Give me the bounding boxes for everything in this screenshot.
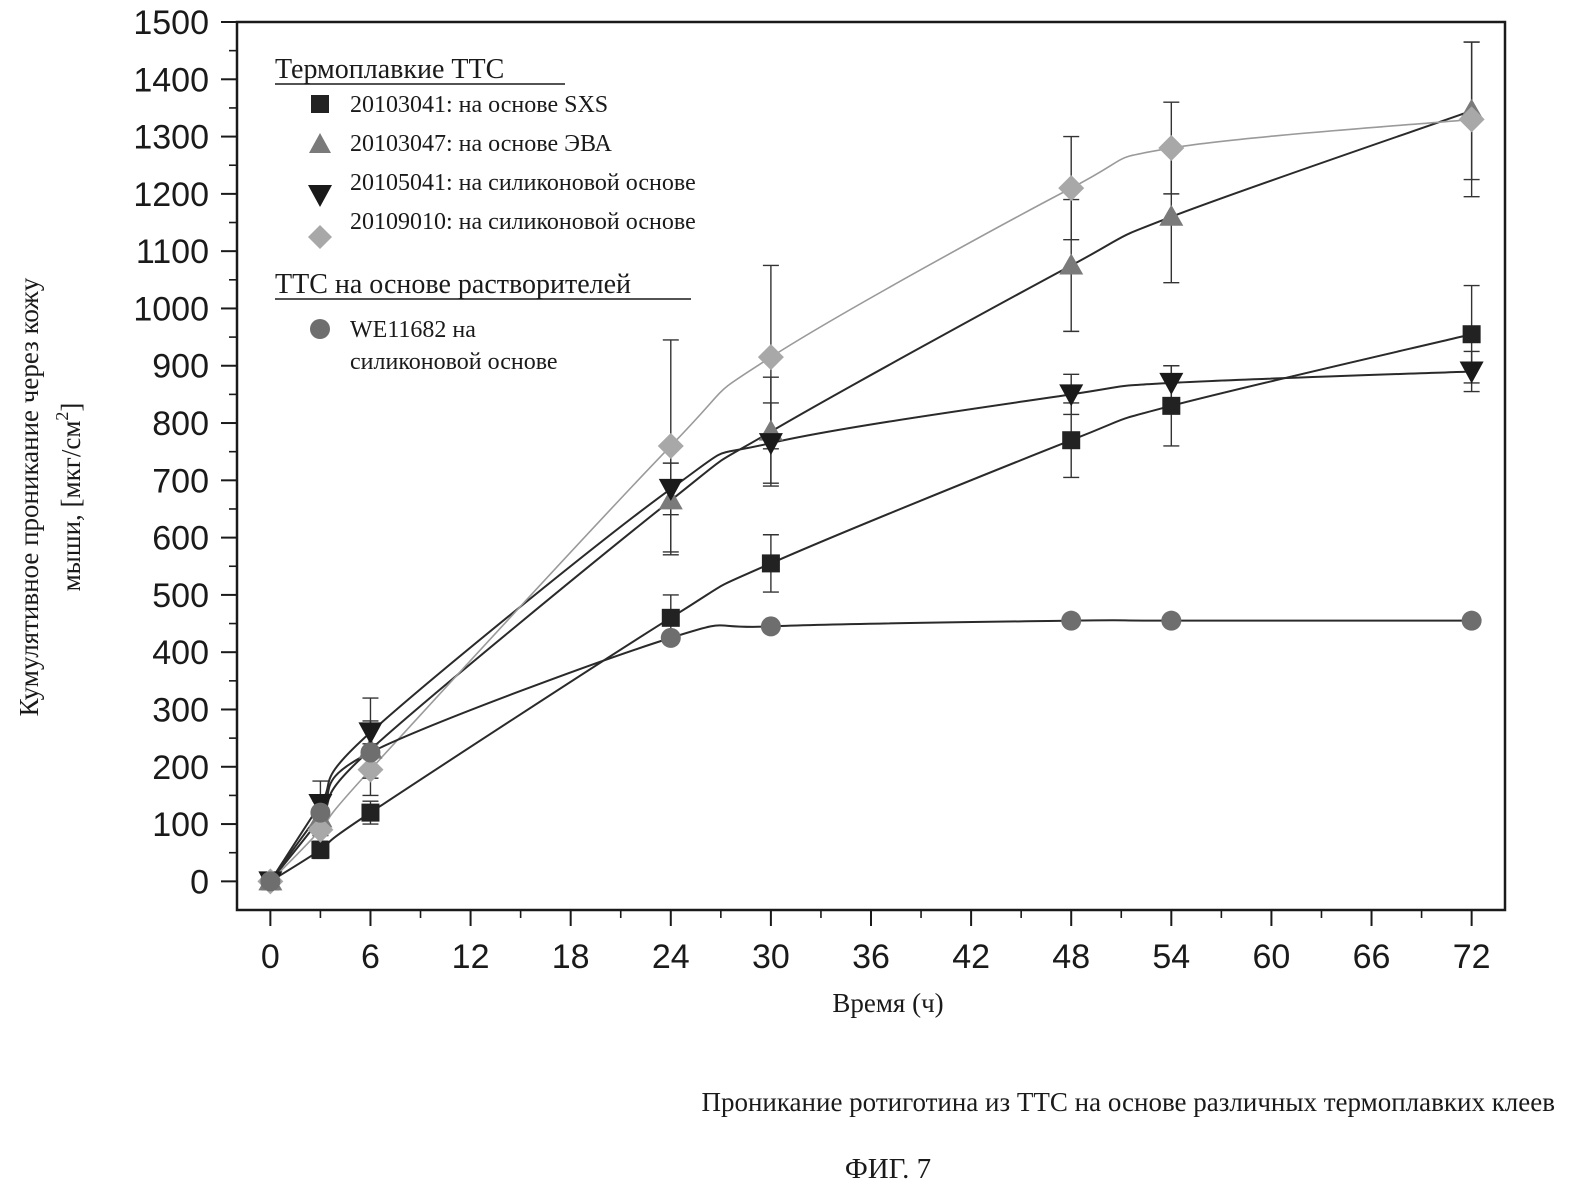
marker-square: [1162, 397, 1180, 415]
marker-circle: [360, 742, 380, 762]
marker-circle: [1161, 611, 1181, 631]
y-tick-label: 1300: [133, 119, 209, 157]
legend-marker-triangle-up: [309, 133, 331, 153]
marker-square: [311, 841, 329, 859]
y-tick-label: 500: [152, 577, 209, 615]
legend-entry-4-line1: WE11682 на: [350, 317, 476, 343]
y-axis-title-sup: 2: [52, 412, 72, 421]
figure-caption: Проникание ротиготина из ТТС на основе р…: [701, 1087, 1555, 1117]
y-tick-label: 800: [152, 405, 209, 443]
series-line-2: [270, 371, 1471, 881]
y-tick-label: 400: [152, 634, 209, 672]
x-tick-label: 0: [261, 938, 280, 976]
marker-diamond: [1459, 106, 1485, 132]
marker-diamond: [1058, 175, 1084, 201]
x-tick-label: 42: [952, 938, 990, 976]
y-tick-label: 1400: [133, 61, 209, 99]
legend-group1-title: Термоплавкие ТТС: [275, 54, 504, 85]
marker-circle: [1462, 611, 1482, 631]
marker-triangle-up: [1159, 205, 1183, 226]
y-tick-label: 900: [152, 348, 209, 386]
y-tick-label: 1200: [133, 176, 209, 214]
y-axis-title-line2: мыши, [мкг/см2]: [52, 403, 86, 592]
figure-label: ФИГ. 7: [845, 1153, 931, 1185]
marker-circle: [310, 803, 330, 823]
y-tick-label: 200: [152, 749, 209, 787]
axis-ticks: 0100200300400500600700800900100011001200…: [133, 4, 1490, 976]
marker-circle: [761, 616, 781, 636]
legend-marker-diamond: [308, 225, 332, 249]
x-tick-label: 60: [1253, 938, 1291, 976]
legend-marker-circle: [310, 319, 330, 339]
series-line-4: [270, 620, 1471, 881]
legend: Термоплавкие ТТС 20103041: на основе SXS…: [275, 54, 696, 375]
y-axis-title-line1: Кумулятивное проникание через кожу: [14, 277, 44, 716]
marker-triangle-up: [1059, 253, 1083, 274]
marker-circle: [1061, 611, 1081, 631]
legend-entry-3: 20109010: на силиконовой основе: [350, 209, 696, 235]
x-tick-label: 66: [1353, 938, 1391, 976]
legend-marker-square: [311, 95, 329, 113]
y-tick-label: 1000: [133, 290, 209, 328]
legend-group2-title: ТТС на основе растворителей: [275, 269, 631, 300]
marker-triangle-down: [659, 479, 683, 501]
x-tick-label: 54: [1152, 938, 1190, 976]
marker-circle: [260, 871, 280, 891]
x-tick-label: 12: [452, 938, 490, 976]
legend-entry-2: 20105041: на силиконовой основе: [350, 170, 696, 196]
x-axis-title: Время (ч): [832, 988, 943, 1018]
legend-entry-4-line2: силиконовой основе: [350, 349, 558, 375]
x-tick-label: 24: [652, 938, 690, 976]
marker-diamond: [758, 344, 784, 370]
y-tick-label: 100: [152, 806, 209, 844]
x-tick-label: 48: [1052, 938, 1090, 976]
y-tick-label: 600: [152, 520, 209, 558]
marker-square: [1463, 325, 1481, 343]
y-tick-label: 1100: [136, 233, 209, 271]
x-tick-label: 30: [752, 938, 790, 976]
y-axis-title: Кумулятивное проникание через кожу мыши,…: [14, 277, 86, 716]
y-tick-label: 300: [152, 691, 209, 729]
y-tick-label: 1500: [133, 4, 209, 42]
permeation-chart: 0100200300400500600700800900100011001200…: [0, 0, 1575, 1194]
legend-marker-triangle-down: [308, 185, 332, 207]
legend-entry-1: 20103047: на основе ЭВА: [350, 131, 612, 157]
marker-square: [762, 554, 780, 572]
y-tick-label: 700: [152, 462, 209, 500]
marker-diamond: [1158, 135, 1184, 161]
x-tick-label: 18: [552, 938, 590, 976]
legend-entry-0: 20103041: на основе SXS: [350, 92, 608, 118]
marker-square: [1062, 431, 1080, 449]
x-tick-label: 72: [1453, 938, 1491, 976]
y-tick-label: 0: [190, 863, 209, 901]
marker-square: [361, 804, 379, 822]
x-tick-label: 6: [361, 938, 380, 976]
marker-square: [662, 609, 680, 627]
marker-circle: [661, 628, 681, 648]
series-line-0: [270, 334, 1471, 881]
y-axis-title-end: ]: [56, 403, 86, 412]
y-axis-title-unit: мыши, [мкг/см: [56, 421, 86, 592]
x-tick-label: 36: [852, 938, 890, 976]
